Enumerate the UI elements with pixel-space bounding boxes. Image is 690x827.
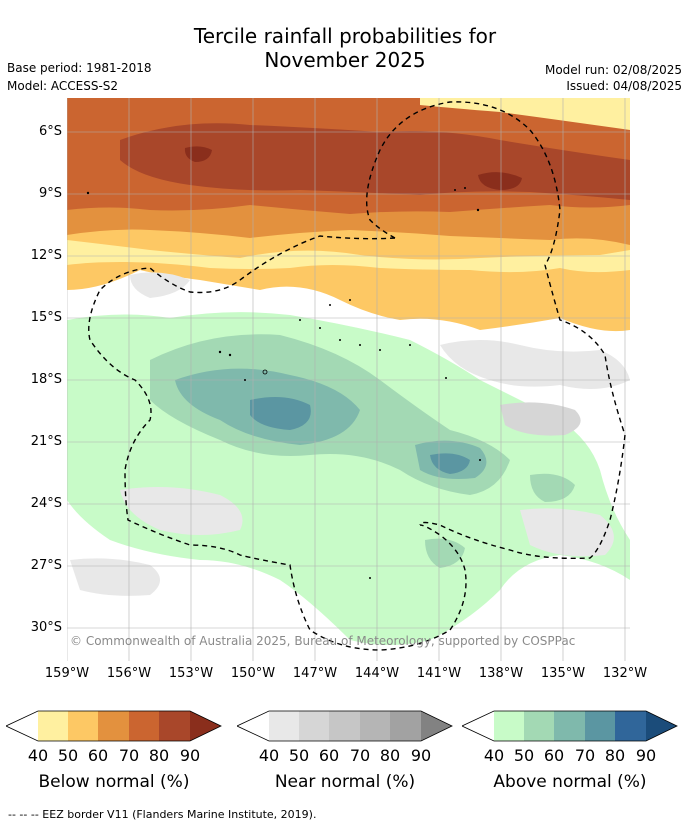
lat-label: 9°S (38, 186, 62, 201)
near-normal-patch (520, 508, 614, 557)
eez-border (88, 235, 467, 651)
lat-label: 15°S (30, 310, 62, 325)
lat-label: 27°S (30, 558, 62, 573)
colorbar-cell (6, 711, 38, 741)
colorbar-tick: 70 (118, 746, 140, 765)
colorbar-cell (421, 711, 452, 741)
colorbar-cell (494, 711, 524, 741)
colorbar-tick: 40 (258, 746, 280, 765)
lon-label: 147°W (292, 666, 338, 681)
copyright-notice: © Commonwealth of Australia 2025, Bureau… (70, 634, 576, 648)
below-normal-90-region (184, 146, 522, 190)
colorbar-cell (98, 711, 129, 741)
near-normal-patch (500, 402, 581, 436)
colorbar-cell (554, 711, 585, 741)
colorbar-near-normal (237, 710, 453, 742)
lon-label: 141°W (416, 666, 462, 681)
colorbar-cell (269, 711, 299, 741)
colorbar-tick: 60 (543, 746, 565, 765)
rainfall-probability-map (67, 98, 630, 661)
base-period: Base period: 1981-2018 (7, 61, 152, 75)
colorbar-tick: 60 (318, 746, 340, 765)
colorbar-label-near: Near normal (%) (274, 772, 416, 792)
chart-title-line1: Tercile rainfall probabilities for (193, 24, 497, 48)
colorbar-cell (190, 711, 221, 741)
lat-label: 30°S (30, 620, 62, 635)
colorbar-tick: 90 (635, 746, 657, 765)
colorbar-cell (68, 711, 98, 741)
near-normal-patch (130, 272, 190, 298)
lat-label: 6°S (38, 124, 62, 139)
colorbar-tick: 80 (604, 746, 626, 765)
lon-label: 132°W (602, 666, 648, 681)
colorbar-cell (524, 711, 554, 741)
lat-label: 21°S (30, 434, 62, 449)
near-normal-patch (70, 558, 160, 596)
colorbar-cell (159, 711, 190, 741)
colorbar-below-normal (6, 710, 222, 742)
colorbar-tick: 80 (148, 746, 170, 765)
colorbar-tick: 80 (379, 746, 401, 765)
lon-gridlines (67, 98, 626, 661)
colorbar-label-above: Above normal (%) (493, 772, 647, 792)
colorbar-tick: 70 (349, 746, 371, 765)
near-normal-patch (440, 340, 630, 389)
colorbar-label-below: Below normal (%) (38, 772, 190, 792)
colorbar-cell (237, 711, 269, 741)
lon-label: 159°W (44, 666, 90, 681)
colorbar-cell (299, 711, 329, 741)
lon-label: 150°W (230, 666, 276, 681)
colorbar-tick: 70 (574, 746, 596, 765)
above-normal-local-region (425, 473, 575, 568)
colorbar-cell (646, 711, 677, 741)
colorbar-cell (360, 711, 390, 741)
colorbar-cell (390, 711, 421, 741)
colorbar-tick: 40 (483, 746, 505, 765)
eez-legend-note: -- -- -- EEZ border V11 (Flanders Marine… (8, 808, 317, 821)
colorbar-tick: 50 (288, 746, 310, 765)
model-run: Model run: 02/08/2025 (544, 63, 682, 77)
colorbar-tick: 60 (87, 746, 109, 765)
colorbar-above-normal (462, 710, 678, 742)
lat-label: 18°S (30, 372, 62, 387)
lat-label: 24°S (30, 496, 62, 511)
colorbar-tick: 40 (27, 746, 49, 765)
chart-title-line2: November 2025 (264, 48, 426, 72)
island-dots (86, 187, 481, 579)
below-normal-yellow-top (420, 98, 630, 130)
colorbar-tick: 90 (410, 746, 432, 765)
issued-date: Issued: 04/08/2025 (566, 79, 682, 93)
colorbar-cell (615, 711, 646, 741)
colorbar-cell (38, 711, 68, 741)
lon-label: 156°W (106, 666, 152, 681)
above-normal-80-region (250, 396, 470, 474)
colorbar-tick: 50 (513, 746, 535, 765)
lat-label: 12°S (30, 248, 62, 263)
model-name: Model: ACCESS-S2 (7, 79, 119, 93)
colorbar-cell (585, 711, 615, 741)
colorbar-cell (129, 711, 159, 741)
colorbar-tick: 90 (179, 746, 201, 765)
lon-label: 144°W (354, 666, 400, 681)
lon-label: 153°W (168, 666, 214, 681)
lon-label: 135°W (540, 666, 586, 681)
lon-label: 138°W (478, 666, 524, 681)
colorbar-tick: 50 (57, 746, 79, 765)
eez-border (365, 101, 626, 560)
colorbar-cell (329, 711, 360, 741)
near-normal-patch (120, 486, 243, 535)
colorbar-cell (462, 711, 494, 741)
lat-gridlines (67, 131, 630, 629)
